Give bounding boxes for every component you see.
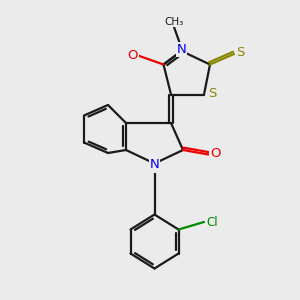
Text: N: N: [177, 43, 186, 56]
Text: CH₃: CH₃: [164, 16, 184, 27]
Text: O: O: [210, 146, 220, 160]
Text: N: N: [150, 158, 159, 172]
Text: Cl: Cl: [207, 215, 218, 229]
Text: S: S: [236, 46, 245, 59]
Text: O: O: [127, 49, 138, 62]
Text: S: S: [208, 86, 217, 100]
